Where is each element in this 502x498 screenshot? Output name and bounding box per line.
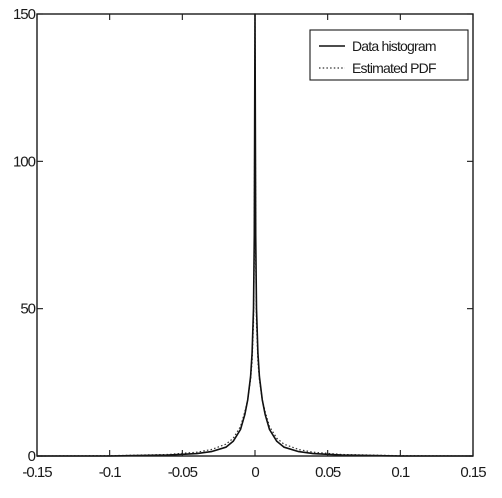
x-tick-label: 0.05 [315, 464, 341, 481]
legend-label-estimated-pdf: Estimated PDF [352, 60, 436, 76]
x-tick-label: 0 [251, 464, 259, 481]
legend: Data histogram Estimated PDF [309, 29, 469, 81]
y-tick-label: 0 [28, 448, 36, 465]
axes-frame [36, 13, 474, 457]
x-tick-label: -0.05 [168, 464, 198, 481]
series-line-estimated-pdf [36, 13, 474, 457]
x-tick-label: 0.1 [391, 464, 410, 481]
x-tick-label: -0.1 [99, 464, 122, 481]
x-tick-label: 0.15 [460, 464, 486, 481]
y-tick-label: 150 [13, 6, 36, 23]
x-tick-label: -0.15 [22, 464, 52, 481]
tick-labels: -0.15 -0.1 -0.05 0 0.05 0.1 0.15 0 50 100 150 [13, 6, 487, 481]
y-tick-label: 100 [13, 153, 36, 170]
legend-label-data-histogram: Data histogram [352, 38, 436, 54]
y-tick-label: 50 [20, 301, 35, 318]
legend-box [309, 29, 469, 81]
